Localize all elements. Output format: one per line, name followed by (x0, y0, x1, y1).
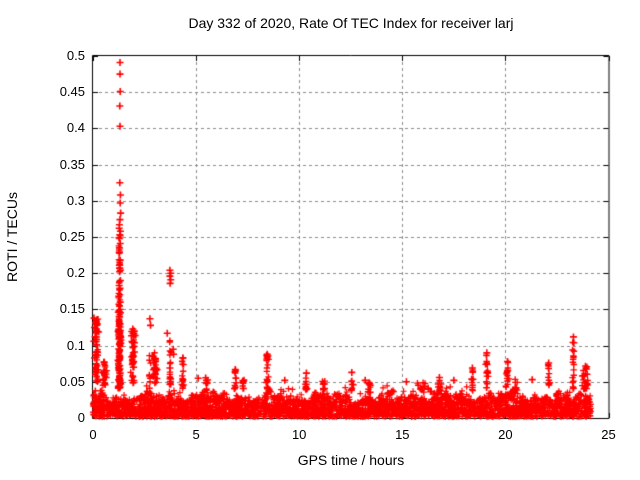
y-tick-label: 0.5 (66, 48, 85, 63)
x-axis-label: GPS time / hours (297, 452, 405, 468)
y-tick-label: 0.3 (66, 192, 85, 208)
x-tick-label: 10 (291, 427, 307, 442)
y-tick-label: 0.1 (66, 337, 85, 353)
y-tick-label: 0.2 (66, 265, 85, 281)
y-tick-label: 0.4 (66, 120, 85, 136)
x-tick-label: 5 (192, 427, 200, 442)
y-tick-label: 0 (77, 410, 85, 425)
x-tick-label: 15 (395, 427, 410, 442)
y-tick-label: 0.15 (59, 301, 85, 317)
y-tick-label: 0.45 (59, 84, 85, 100)
y-tick-label: 0.25 (59, 229, 85, 244)
chart-title: Day 332 of 2020, Rate Of TEC Index for r… (188, 15, 514, 31)
x-tick-label: 0 (89, 427, 97, 442)
x-tick-label: 25 (601, 427, 616, 442)
x-tick-label: 20 (498, 427, 513, 442)
y-tick-label: 0.35 (59, 156, 85, 172)
y-tick-label: 0.05 (59, 373, 85, 389)
